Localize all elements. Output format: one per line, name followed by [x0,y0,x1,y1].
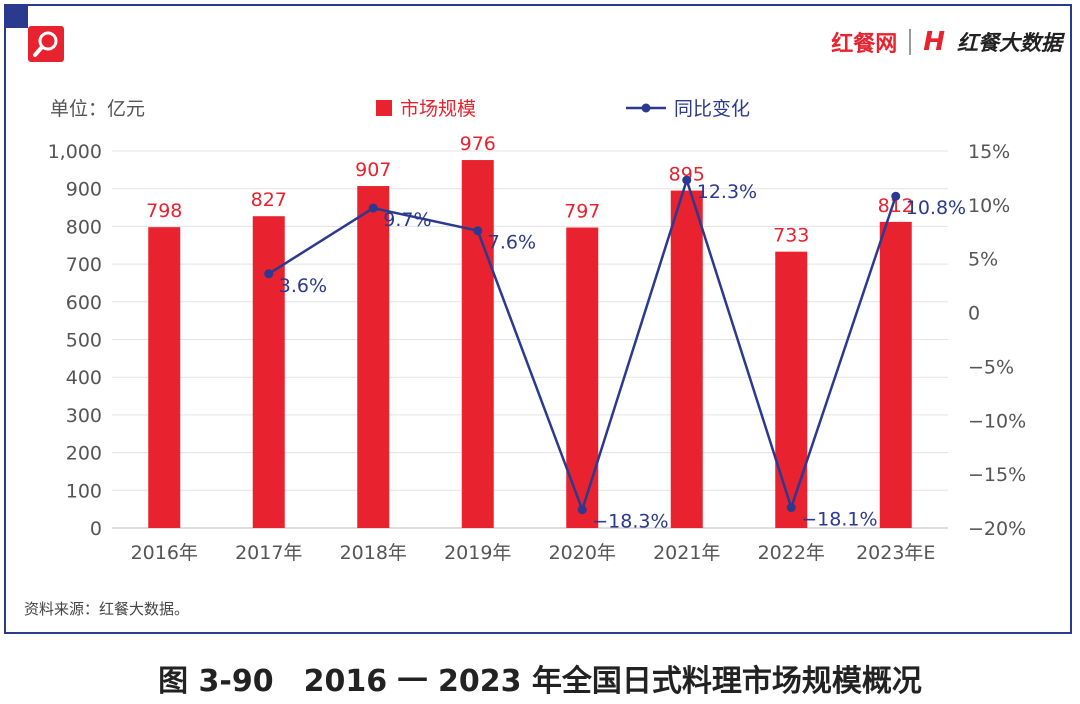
y-right-tick-label: 5% [968,249,998,271]
legend-bar-label: 市场规模 [400,98,477,120]
x-tick-label: 2021年 [653,542,720,564]
bar-value-label: 895 [669,164,705,186]
legend-item-bar: 市场规模 [376,94,476,121]
legend-line-label: 同比变化 [674,98,751,120]
y-left-tick-label: 400 [66,367,102,389]
x-tick-label: 2023年E [856,542,935,564]
y-left-tick-label: 500 [66,330,102,352]
y-right-tick-label: 15% [968,141,1010,163]
y-left-tick-label: 800 [66,216,102,238]
y-left-tick-label: 200 [66,443,102,465]
y-left-tick-label: 1,000 [48,141,102,163]
line-value-label: −18.3% [592,511,668,533]
line-value-label: 10.8% [906,197,966,219]
brand-logo: 红餐网 H 红餐大数据 [831,26,1062,58]
x-tick-label: 2016年 [131,542,198,564]
line-value-label: 9.7% [383,209,431,231]
y-right-tick-label: −5% [968,356,1014,378]
bar [461,160,494,528]
line-value-label: −18.1% [801,509,877,531]
line-point [891,191,901,201]
x-tick-label: 2018年 [340,542,407,564]
line-point [368,203,378,213]
source-note: 资料来源：红餐大数据。 [24,600,190,618]
line-point [682,175,692,185]
x-tick-label: 2020年 [549,542,616,564]
bar [670,190,703,528]
bar-value-label: 797 [564,201,600,223]
bar-value-label: 798 [146,200,182,222]
x-tick-label: 2019年 [444,542,511,564]
bar [357,186,390,528]
brand-divider [909,29,912,55]
bar-value-label: 907 [355,159,391,181]
unit-label: 单位：亿元 [50,98,146,120]
frame-corner [6,6,28,28]
bar-value-label: 827 [251,189,287,211]
bar [775,251,808,528]
y-left-tick-label: 600 [66,292,102,314]
legend-bar-swatch [376,99,392,116]
y-right-tick-label: −20% [968,518,1026,540]
line-value-label: 3.6% [279,275,327,297]
magnifier-icon [28,26,64,62]
legend-item-line: 同比变化 [626,94,750,121]
line-point [473,226,483,236]
x-tick-label: 2017年 [235,542,302,564]
y-right-tick-label: 0 [968,303,980,325]
legend-line-swatch [626,103,666,112]
brand-name: 红餐网 [831,32,898,57]
bar-value-label: 733 [773,225,809,247]
brand-mark-icon: H [923,27,945,57]
line-point [264,269,274,279]
figure-caption: 图 3-90 2016 一 2023 年全国日式料理市场规模概况 [158,664,922,699]
bar [879,221,912,528]
y-left-tick-label: 0 [90,518,102,540]
y-left-tick-label: 900 [66,179,102,201]
bar [148,227,181,529]
line-value-label: 12.3% [697,181,757,203]
bar-value-label: 976 [460,133,496,155]
line-value-label: 7.6% [488,232,536,254]
y-left-tick-label: 300 [66,405,102,427]
brand-subtitle: 红餐大数据 [957,31,1062,55]
bar-value-label: 812 [878,195,914,217]
y-left-tick-label: 700 [66,254,102,276]
y-right-tick-label: 10% [968,195,1010,217]
line-point [577,505,587,515]
bar [252,216,285,528]
y-left-tick-label: 100 [66,480,102,502]
y-right-tick-label: −10% [968,410,1026,432]
line-point [786,503,796,513]
y-right-tick-label: −15% [968,464,1026,486]
x-tick-label: 2022年 [758,542,825,564]
